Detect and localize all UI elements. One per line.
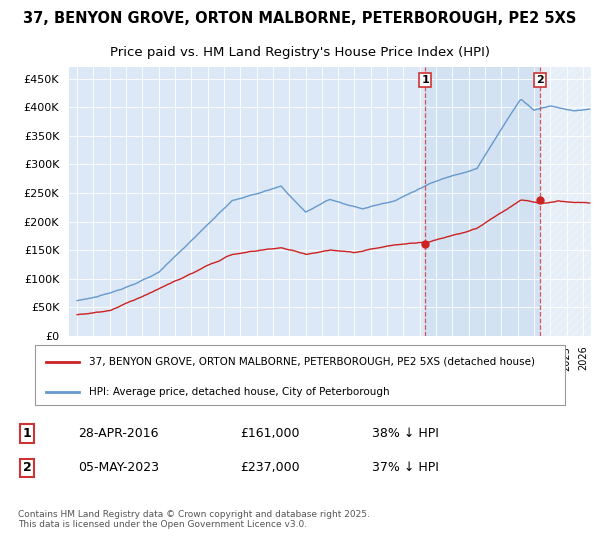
Text: 1: 1 [23, 427, 31, 440]
Text: Contains HM Land Registry data © Crown copyright and database right 2025.
This d: Contains HM Land Registry data © Crown c… [18, 510, 370, 529]
Text: 37% ↓ HPI: 37% ↓ HPI [372, 461, 439, 474]
Text: 2: 2 [23, 461, 31, 474]
Text: 37, BENYON GROVE, ORTON MALBORNE, PETERBOROUGH, PE2 5XS: 37, BENYON GROVE, ORTON MALBORNE, PETERB… [23, 11, 577, 26]
Text: HPI: Average price, detached house, City of Peterborough: HPI: Average price, detached house, City… [89, 387, 390, 397]
Text: 37, BENYON GROVE, ORTON MALBORNE, PETERBOROUGH, PE2 5XS (detached house): 37, BENYON GROVE, ORTON MALBORNE, PETERB… [89, 357, 535, 367]
Text: 2: 2 [536, 75, 544, 85]
Text: 1: 1 [421, 75, 429, 85]
Bar [540, 67, 591, 336]
Text: 28-APR-2016: 28-APR-2016 [78, 427, 158, 440]
Text: 38% ↓ HPI: 38% ↓ HPI [372, 427, 439, 440]
Text: £237,000: £237,000 [240, 461, 299, 474]
Text: £161,000: £161,000 [240, 427, 299, 440]
Bar [425, 67, 540, 336]
FancyBboxPatch shape [35, 345, 565, 405]
Text: 05-MAY-2023: 05-MAY-2023 [78, 461, 159, 474]
Text: Price paid vs. HM Land Registry's House Price Index (HPI): Price paid vs. HM Land Registry's House … [110, 46, 490, 59]
